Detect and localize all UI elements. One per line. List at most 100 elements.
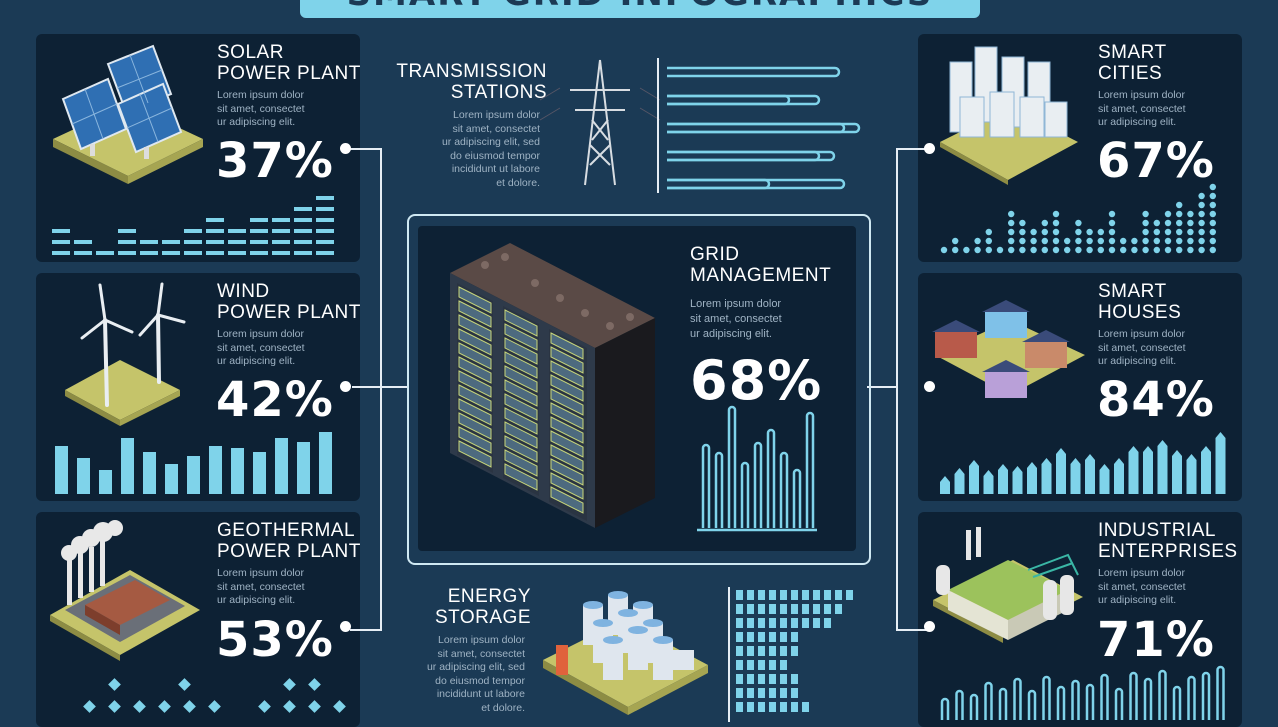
storage-block <box>769 688 776 698</box>
wind-bar <box>121 438 134 494</box>
cities-dot <box>1064 237 1071 245</box>
cities-percent: 67% <box>1097 133 1215 189</box>
geothermal-percent: 53% <box>216 612 334 668</box>
cities-dot <box>1198 246 1205 254</box>
wind-title: WIND <box>217 281 270 302</box>
geo-diamond <box>108 678 121 691</box>
storage-tank-top <box>618 609 638 617</box>
cities-dot <box>1176 201 1183 209</box>
storage-block <box>780 618 787 628</box>
cities-dot <box>1019 228 1026 236</box>
geo-diamond <box>283 700 296 713</box>
storage-block <box>769 618 776 628</box>
storage-block <box>747 688 754 698</box>
house-roof <box>932 320 980 332</box>
industrial-bar <box>940 697 950 720</box>
cities-dot <box>1052 219 1060 227</box>
transmission-line <box>667 66 841 78</box>
cities-dot <box>1108 246 1116 254</box>
right-connector-line <box>867 386 897 388</box>
solar-dash <box>96 251 114 255</box>
cities-dot <box>1131 246 1138 254</box>
rack-slot <box>504 393 538 421</box>
storage-block <box>736 646 743 656</box>
cities-dot <box>1164 237 1172 245</box>
cities-dot <box>1086 246 1093 254</box>
cities-dot <box>1198 192 1205 200</box>
left-connector-bracket <box>350 148 382 631</box>
industrial-description: Lorem ipsum dolor sit amet, consectet ur… <box>1098 567 1186 606</box>
storage-divider <box>728 587 730 722</box>
rack-slot <box>550 360 584 388</box>
cities-dot <box>1209 246 1216 254</box>
storage-block <box>758 702 765 712</box>
houses-bar <box>1157 440 1168 494</box>
storage-tank <box>628 630 648 670</box>
houses-bar <box>1128 446 1139 494</box>
storage-tank-top <box>593 619 613 627</box>
solar-dash <box>294 229 312 233</box>
geothermal-connector-dot <box>340 621 351 632</box>
storage-block <box>758 590 765 600</box>
cities-dot <box>1164 228 1172 236</box>
solar-dash <box>228 251 246 255</box>
cities-dot <box>1097 228 1104 236</box>
wind-bar <box>165 464 178 494</box>
cities-dot <box>1086 228 1093 236</box>
transmission-line <box>667 150 836 162</box>
grid-bar <box>805 411 815 528</box>
cities-subtitle: CITIES <box>1098 63 1163 84</box>
storage-block <box>791 632 798 642</box>
solar-dash <box>294 218 312 222</box>
storage-tank-top <box>608 591 628 599</box>
geo-diamond <box>308 700 321 713</box>
solar-dash <box>250 218 268 222</box>
geothermal-subtitle: POWER PLANT <box>217 541 361 562</box>
wind-connector-dot <box>340 381 351 392</box>
industrial-bar <box>1013 677 1022 720</box>
cities-dot <box>1198 237 1205 245</box>
solar-dash <box>52 240 70 244</box>
cities-dot <box>1153 237 1160 245</box>
solar-dash <box>316 218 334 222</box>
storage-block <box>824 604 831 614</box>
geothermal-title: GEOTHERMAL <box>217 520 356 541</box>
transmission-line <box>667 178 846 190</box>
storage-block <box>758 674 765 684</box>
cities-dot <box>1052 237 1060 245</box>
houses-bar <box>1215 432 1226 494</box>
houses-bar-chart <box>940 432 1226 494</box>
server-rack-icon <box>450 243 655 528</box>
cities-dot <box>940 246 948 254</box>
grid-bar <box>714 451 724 528</box>
cities-dot <box>1209 210 1216 218</box>
industrial-bar <box>1071 679 1080 720</box>
cities-dot <box>1198 228 1205 236</box>
storage-block <box>824 590 831 600</box>
cities-dot <box>1120 237 1127 245</box>
wind-turbine-icon <box>65 282 186 426</box>
industrial-percent: 71% <box>1097 612 1215 668</box>
houses-bar <box>983 470 994 494</box>
wind-bar <box>297 442 310 494</box>
houses-description: Lorem ipsum dolor sit amet, consectet ur… <box>1098 328 1186 367</box>
storage-tank <box>603 640 623 680</box>
solar-dash <box>162 251 180 255</box>
wind-bar <box>77 458 90 494</box>
houses-bar <box>1012 466 1023 494</box>
solar-dash <box>184 251 202 255</box>
houses-bar <box>954 468 965 494</box>
storage-block <box>780 688 787 698</box>
cities-dot <box>1008 246 1015 254</box>
rack-slot <box>550 416 584 444</box>
cities-dot <box>985 228 992 236</box>
rack-slot <box>458 412 492 440</box>
cities-dot <box>1198 201 1205 209</box>
houses-bar <box>1056 448 1066 494</box>
solar-dash <box>250 229 268 233</box>
solar-dash <box>118 251 136 255</box>
smart-city-icon <box>940 46 1078 185</box>
cities-dot <box>1176 219 1183 227</box>
storage-block <box>736 618 743 628</box>
wind-bar <box>231 448 244 494</box>
